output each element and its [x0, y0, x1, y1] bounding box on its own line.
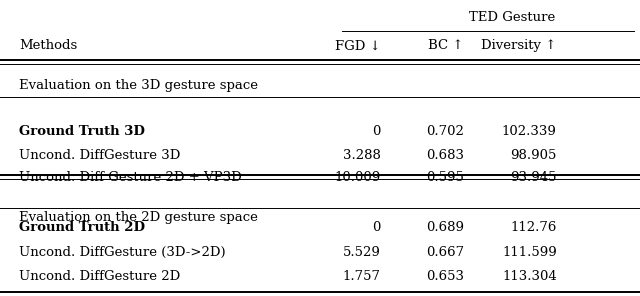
Text: 0.702: 0.702: [426, 125, 464, 138]
Text: 0: 0: [372, 125, 381, 138]
Text: 3.288: 3.288: [343, 149, 381, 162]
Text: 0: 0: [372, 221, 381, 234]
Text: 0.683: 0.683: [426, 149, 464, 162]
Text: 1.757: 1.757: [343, 270, 381, 283]
Text: Uncond. DiffGesture (3D->2D): Uncond. DiffGesture (3D->2D): [19, 246, 226, 259]
Text: FGD ↓: FGD ↓: [335, 39, 381, 52]
Text: 93.945: 93.945: [510, 171, 557, 184]
Text: 10.009: 10.009: [335, 171, 381, 184]
Text: BC ↑: BC ↑: [429, 39, 464, 52]
Text: 5.529: 5.529: [343, 246, 381, 259]
Text: Ground Truth 2D: Ground Truth 2D: [19, 221, 145, 234]
Text: 102.339: 102.339: [502, 125, 557, 138]
Text: Evaluation on the 2D gesture space: Evaluation on the 2D gesture space: [19, 211, 258, 224]
Text: 0.653: 0.653: [426, 270, 464, 283]
Text: 112.76: 112.76: [511, 221, 557, 234]
Text: Evaluation on the 3D gesture space: Evaluation on the 3D gesture space: [19, 79, 258, 92]
Text: 113.304: 113.304: [502, 270, 557, 283]
Text: TED Gesture: TED Gesture: [469, 11, 555, 24]
Text: Methods: Methods: [19, 39, 77, 52]
Text: 0.595: 0.595: [426, 171, 464, 184]
Text: Uncond. DiffGesture 2D: Uncond. DiffGesture 2D: [19, 270, 180, 283]
Text: Uncond. DiffGesture 3D: Uncond. DiffGesture 3D: [19, 149, 180, 162]
Text: 111.599: 111.599: [502, 246, 557, 259]
Text: 0.667: 0.667: [426, 246, 464, 259]
Text: 0.689: 0.689: [426, 221, 464, 234]
Text: Diversity ↑: Diversity ↑: [481, 39, 557, 52]
Text: Uncond. Diff Gesture 2D + VP3D: Uncond. Diff Gesture 2D + VP3D: [19, 171, 242, 184]
Text: Ground Truth 3D: Ground Truth 3D: [19, 125, 145, 138]
Text: 98.905: 98.905: [511, 149, 557, 162]
